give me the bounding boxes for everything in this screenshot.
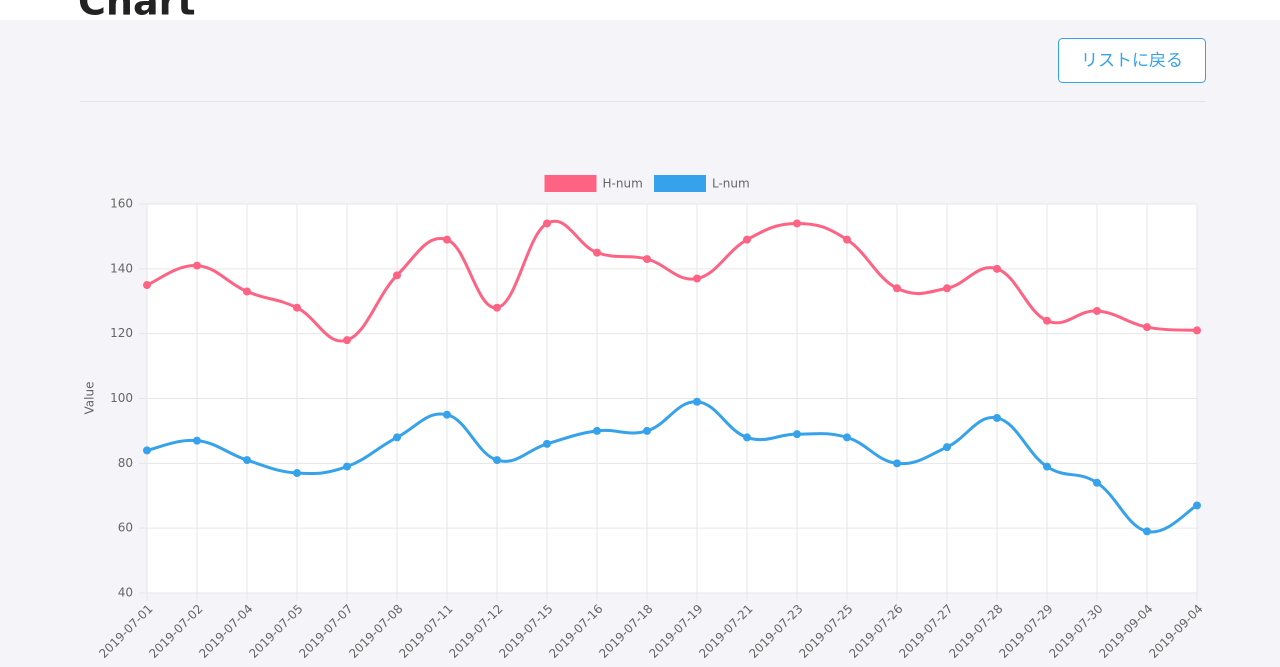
data-point: [193, 261, 201, 270]
data-point: [943, 443, 951, 452]
data-point: [643, 426, 651, 435]
y-tick-label: 60: [118, 521, 133, 535]
series-line: [146, 219, 1198, 343]
data-point: [743, 433, 751, 442]
data-point: [143, 446, 151, 455]
y-tick-label: 40: [118, 586, 133, 600]
data-point: [193, 436, 201, 445]
data-point: [593, 426, 601, 435]
data-point: [793, 430, 801, 439]
y-tick-label: 100: [110, 391, 133, 405]
data-point: [1143, 527, 1151, 536]
data-point: [293, 303, 301, 312]
data-point: [493, 303, 501, 312]
data-point: [1193, 501, 1201, 510]
data-point: [443, 235, 451, 244]
data-point: [1093, 306, 1101, 315]
legend-label: H-num: [603, 177, 643, 191]
data-point: [293, 469, 301, 478]
data-point: [143, 281, 151, 290]
data-point: [743, 235, 751, 244]
data-point: [1043, 462, 1051, 471]
legend-swatch: [544, 175, 597, 192]
x-tick-label: 2019-09-04: [1146, 602, 1205, 661]
legend-label: L-num: [712, 177, 750, 191]
data-point: [693, 397, 701, 406]
y-tick-label: 80: [118, 456, 133, 470]
data-point: [493, 456, 501, 465]
data-point: [243, 456, 251, 465]
data-point: [793, 219, 801, 228]
data-point: [1193, 326, 1201, 335]
data-point: [393, 433, 401, 442]
data-point: [1043, 316, 1051, 325]
button-label[interactable]: リストに戻る: [1081, 51, 1183, 71]
data-point: [443, 410, 451, 419]
back-button[interactable]: リストに戻る: [1058, 38, 1206, 83]
y-tick-label: 120: [110, 326, 133, 340]
data-point: [593, 248, 601, 257]
data-point: [543, 439, 551, 448]
legend-swatch: [654, 175, 706, 192]
data-point: [393, 271, 401, 280]
data-point: [893, 284, 901, 293]
data-point: [643, 255, 651, 264]
button-frame[interactable]: [1058, 38, 1206, 83]
data-point: [543, 219, 551, 228]
header-strip: [0, 0, 1280, 20]
data-point: [993, 264, 1001, 273]
data-point: [843, 433, 851, 442]
data-point: [343, 336, 351, 345]
data-point: [843, 235, 851, 244]
data-point: [243, 287, 251, 296]
y-tick-label: 160: [110, 197, 133, 211]
page-title: Chart: [78, 0, 196, 24]
data-point: [893, 459, 901, 468]
data-point: [1143, 323, 1151, 332]
data-point: [343, 462, 351, 471]
data-point: [943, 284, 951, 293]
y-tick-label: 140: [110, 261, 133, 275]
series-line: [146, 400, 1198, 534]
data-point: [693, 274, 701, 283]
data-point: [1093, 478, 1101, 487]
data-point: [993, 413, 1001, 422]
y-axis-label: Value: [83, 382, 97, 415]
